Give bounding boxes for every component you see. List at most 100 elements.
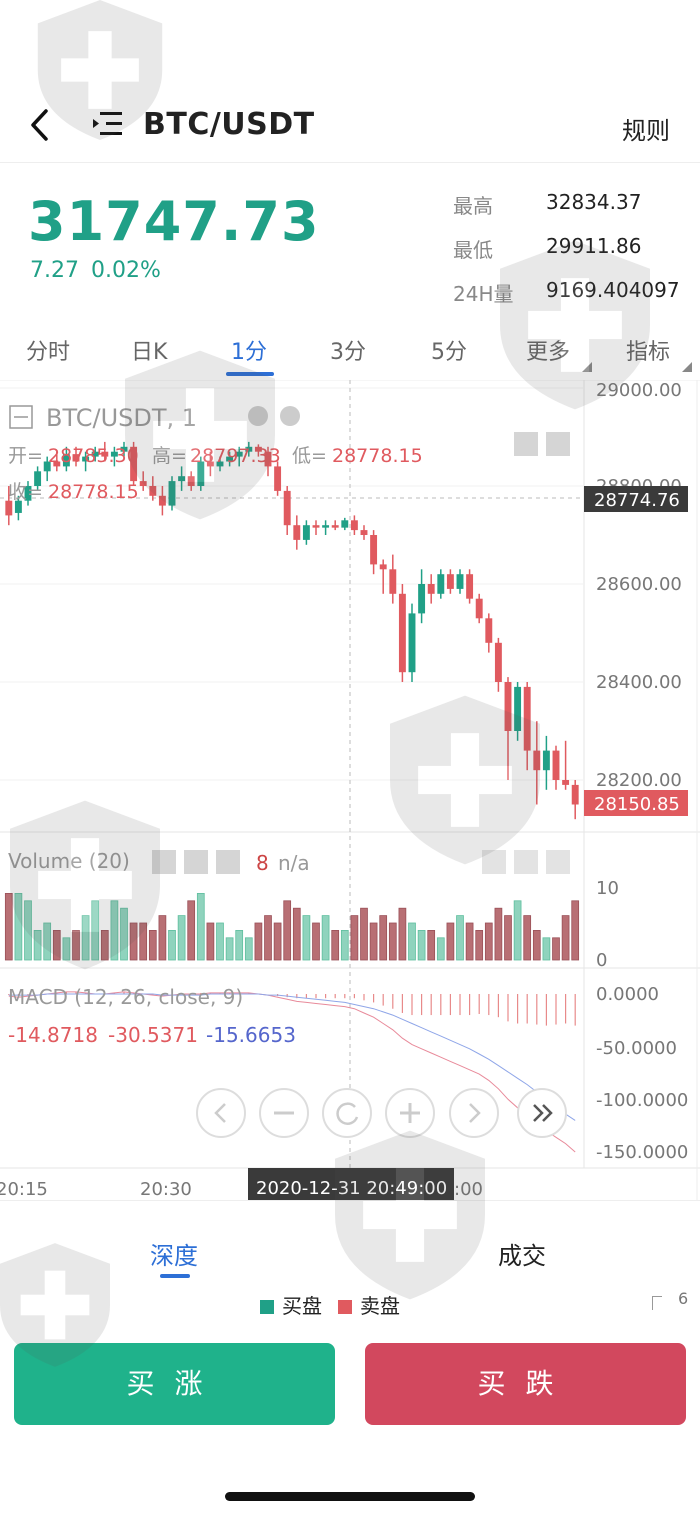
collapse-icon[interactable] bbox=[9, 405, 33, 429]
scroll-right-button[interactable] bbox=[449, 1088, 499, 1138]
tab-daily[interactable]: 日K bbox=[131, 340, 168, 365]
tab-trades[interactable]: 成交 bbox=[498, 1242, 546, 1270]
cursor-price-tag bbox=[584, 486, 688, 512]
volume-bar bbox=[542, 937, 551, 961]
candle bbox=[466, 574, 474, 599]
cursor-time-tag bbox=[248, 1168, 454, 1200]
candle bbox=[360, 530, 368, 535]
last-price-tag bbox=[584, 790, 688, 816]
stat-label: 24H量 bbox=[453, 282, 514, 306]
candle bbox=[533, 750, 541, 771]
volume-bar bbox=[561, 915, 570, 961]
x-tick: :00 bbox=[454, 1179, 483, 1200]
candle bbox=[571, 784, 579, 805]
high-label: 高= bbox=[152, 445, 187, 467]
active-tab-indicator bbox=[160, 1274, 190, 1278]
buy-down-button[interactable]: 买跌 bbox=[365, 1343, 686, 1425]
tab-indicators[interactable]: 指标 bbox=[626, 340, 671, 365]
high-value: 28797.33 bbox=[190, 445, 281, 467]
buy-up-button[interactable]: 买涨 bbox=[14, 1343, 335, 1425]
back-icon[interactable] bbox=[26, 103, 56, 147]
volume-bar bbox=[446, 922, 455, 961]
volume-bar bbox=[235, 930, 244, 961]
scroll-left-button[interactable] bbox=[196, 1088, 246, 1138]
candle bbox=[254, 446, 262, 452]
dropdown-icon bbox=[682, 362, 692, 372]
rules-link[interactable]: 规则 bbox=[622, 117, 670, 145]
volume-label: Volume (20) bbox=[8, 849, 130, 873]
move-up-down-icon[interactable] bbox=[546, 432, 570, 456]
depth-legend: 买盘 卖盘 bbox=[260, 1290, 400, 1319]
tab-more[interactable]: 更多 bbox=[526, 340, 571, 365]
macd-tick: -150.0000 bbox=[596, 1142, 688, 1163]
volume-tick: 0 bbox=[596, 950, 607, 971]
last-price: 31747.73 bbox=[28, 190, 320, 253]
zoom-out-button[interactable] bbox=[259, 1088, 309, 1138]
volume-bar bbox=[244, 937, 253, 961]
depth-y-tick: 6 bbox=[678, 1289, 689, 1308]
volume-bar bbox=[532, 930, 541, 961]
stat-label: 最高 bbox=[453, 194, 493, 218]
pair-list-icon[interactable] bbox=[92, 109, 124, 139]
volume-value: 8 bbox=[256, 851, 269, 875]
eye-icon[interactable] bbox=[152, 850, 176, 874]
volume-bar bbox=[331, 930, 340, 961]
volume-bar bbox=[292, 907, 301, 961]
volume-bar bbox=[110, 900, 119, 961]
volume-bar bbox=[187, 900, 196, 961]
settings-icon[interactable] bbox=[184, 850, 208, 874]
move-down-icon[interactable] bbox=[514, 850, 538, 874]
tab-1min[interactable]: 1分 bbox=[231, 340, 267, 365]
move-down-icon[interactable] bbox=[514, 432, 538, 456]
volume-bar bbox=[4, 893, 13, 961]
legend-bid: 买盘 bbox=[260, 1294, 322, 1318]
reset-button[interactable] bbox=[322, 1088, 372, 1138]
candle bbox=[235, 451, 243, 457]
zoom-in-button[interactable] bbox=[385, 1088, 435, 1138]
kline-svg[interactable]: 29000.00 28800.00 28600.00 28400.00 2820… bbox=[0, 379, 700, 1200]
tab-3min[interactable]: 3分 bbox=[330, 340, 366, 365]
volume-bar bbox=[523, 915, 532, 961]
volume-bar bbox=[81, 915, 90, 961]
volume-bar bbox=[168, 930, 176, 961]
stat-value: 29911.86 bbox=[546, 234, 642, 258]
legend-bid-label: 买盘 bbox=[282, 1294, 322, 1318]
move-up-down-icon[interactable] bbox=[546, 850, 570, 874]
candle bbox=[322, 525, 330, 528]
kline-chart[interactable]: 29000.00 28800.00 28600.00 28400.00 2820… bbox=[0, 379, 700, 1200]
candle bbox=[341, 520, 349, 528]
volume-bar bbox=[206, 922, 215, 961]
stat-label: 最低 bbox=[453, 238, 493, 262]
pair-title[interactable]: BTC/USDT bbox=[143, 107, 315, 142]
volume-bar bbox=[14, 893, 23, 961]
candle bbox=[514, 686, 522, 731]
candle bbox=[398, 593, 406, 673]
candle bbox=[523, 686, 531, 751]
candle bbox=[130, 446, 138, 482]
tab-timeshare[interactable]: 分时 bbox=[26, 340, 71, 365]
tab-depth[interactable]: 深度 bbox=[150, 1242, 198, 1270]
candle bbox=[178, 476, 186, 482]
candle bbox=[187, 476, 195, 486]
scroll-to-end-button[interactable] bbox=[517, 1088, 567, 1138]
candle bbox=[149, 486, 157, 496]
close-icon[interactable] bbox=[216, 850, 240, 874]
settings-icon[interactable] bbox=[280, 406, 300, 426]
candle bbox=[226, 456, 234, 462]
last-price-label: 28150.85 bbox=[594, 794, 680, 815]
volume-bar bbox=[72, 930, 80, 961]
tab-5min[interactable]: 5分 bbox=[431, 340, 467, 365]
candle bbox=[62, 454, 70, 467]
candle bbox=[283, 490, 291, 526]
move-up-icon[interactable] bbox=[482, 850, 506, 874]
candle bbox=[494, 642, 502, 682]
eye-icon[interactable] bbox=[248, 406, 268, 426]
x-tick: 20:15 bbox=[0, 1179, 48, 1200]
volume-bar bbox=[408, 922, 416, 961]
volume-bar bbox=[62, 937, 71, 961]
volume-bar bbox=[158, 915, 167, 961]
volume-bar bbox=[52, 930, 61, 961]
candle bbox=[197, 461, 205, 486]
candle bbox=[446, 574, 454, 589]
volume-bar bbox=[504, 915, 512, 961]
